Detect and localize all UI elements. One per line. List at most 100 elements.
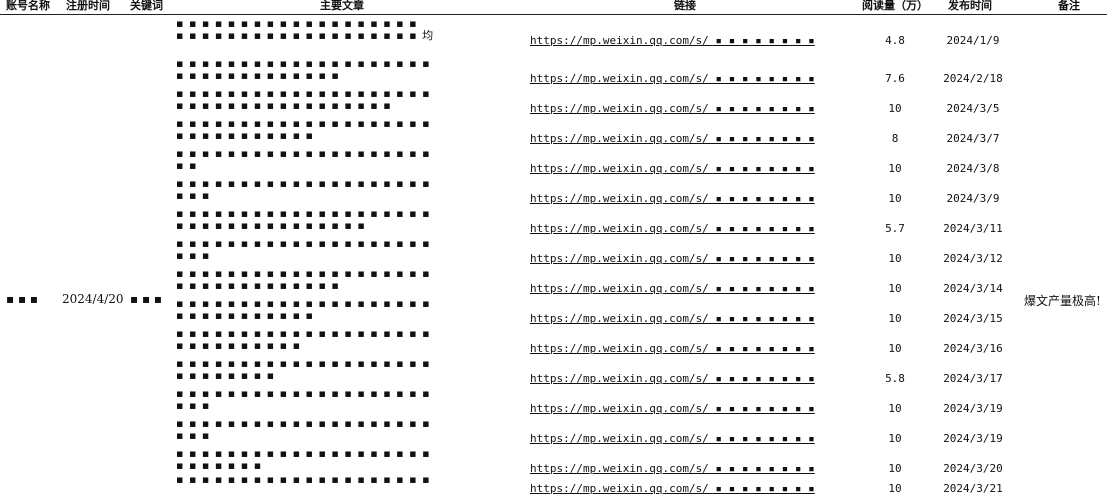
table-row: ▪ ▪ ▪ ▪ ▪ ▪ ▪ ▪ ▪ ▪ ▪ ▪ ▪ ▪ ▪ ▪ ▪ ▪ ▪ ▪ ▪… — [0, 268, 1107, 298]
article-title-line: ▪ ▪ ▪ ▪ ▪ ▪ ▪ ▪ ▪ ▪ ▪ ▪ ▪ — [176, 279, 340, 292]
article-link[interactable]: https://mp.weixin.qq.com/s/ ▪ ▪ ▪ ▪ ▪ ▪ … — [530, 72, 815, 85]
article-link[interactable]: https://mp.weixin.qq.com/s/ ▪ ▪ ▪ ▪ ▪ ▪ … — [530, 462, 815, 475]
article-title-cell: ▪ ▪ ▪ ▪ ▪ ▪ ▪ ▪ ▪ ▪ ▪ ▪ ▪ ▪ ▪ ▪ ▪ ▪ ▪ ▪ ▪… — [176, 58, 506, 88]
article-title-line: ▪ ▪ ▪ ▪ ▪ ▪ ▪ ▪ ▪ ▪ ▪ — [176, 129, 314, 142]
article-link[interactable]: https://mp.weixin.qq.com/s/ ▪ ▪ ▪ ▪ ▪ ▪ … — [530, 312, 815, 325]
header-keyword: 关键词 — [130, 0, 163, 12]
article-title-cell: ▪ ▪ ▪ ▪ ▪ ▪ ▪ ▪ ▪ ▪ ▪ ▪ ▪ ▪ ▪ ▪ ▪ ▪ ▪ ▪ ▪… — [176, 328, 506, 358]
article-title-cell: ▪ ▪ ▪ ▪ ▪ ▪ ▪ ▪ ▪ ▪ ▪ ▪ ▪ ▪ ▪ ▪ ▪ ▪ ▪ ▪ ▪… — [176, 88, 506, 118]
account-name-cell: ▪ ▪ ▪ — [6, 292, 39, 306]
table-row: ▪ ▪ ▪ ▪ ▪ ▪ ▪ ▪ ▪ ▪ ▪ ▪ ▪ ▪ ▪ ▪ ▪ ▪ ▪ ▪ ▪… — [0, 208, 1107, 238]
header-read-count: 阅读量（万） — [862, 0, 928, 12]
article-title-line: ▪ ▪ ▪ — [176, 249, 211, 262]
article-title-line: ▪ ▪ ▪ — [176, 399, 211, 412]
article-title-cell: ▪ ▪ ▪ ▪ ▪ ▪ ▪ ▪ ▪ ▪ ▪ ▪ ▪ ▪ ▪ ▪ ▪ ▪ ▪ ▪ ▪… — [176, 358, 506, 388]
article-title-line: ▪ ▪ ▪ — [176, 429, 211, 442]
table-row: ▪ ▪ ▪ ▪ ▪ ▪ ▪ ▪ ▪ ▪ ▪ ▪ ▪ ▪ ▪ ▪ ▪ ▪ ▪ ▪ ▪… — [0, 148, 1107, 178]
header-account-name: 账号名称 — [6, 0, 50, 12]
header-link: 链接 — [674, 0, 696, 12]
publish-date-cell: 2024/3/16 — [943, 342, 1003, 355]
article-title-line: ▪ ▪ ▪ ▪ ▪ ▪ ▪ ▪ ▪ ▪ ▪ ▪ ▪ ▪ ▪ ▪ ▪ ▪ ▪ ▪ — [176, 148, 431, 160]
publish-date-cell: 2024/3/15 — [943, 312, 1003, 325]
article-title-cell: ▪ ▪ ▪ ▪ ▪ ▪ ▪ ▪ ▪ ▪ ▪ ▪ ▪ ▪ ▪ ▪ ▪ ▪ ▪ ▪ ▪… — [176, 448, 506, 478]
publish-date-cell: 2024/3/20 — [943, 462, 1003, 475]
article-link[interactable]: https://mp.weixin.qq.com/s/ ▪ ▪ ▪ ▪ ▪ ▪ … — [530, 192, 815, 205]
article-title-cell: ▪ ▪ ▪ ▪ ▪ ▪ ▪ ▪ ▪ ▪ ▪ ▪ ▪ ▪ ▪ ▪ ▪ ▪ ▪ ▪ ▪… — [176, 418, 506, 448]
article-title-line: ▪ ▪ ▪ ▪ ▪ ▪ ▪ ▪ ▪ ▪ ▪ ▪ ▪ ▪ ▪ ▪ ▪ ▪ ▪ — [176, 18, 418, 30]
header-note: 备注 — [1058, 0, 1080, 12]
table-row: ▪ ▪ ▪ ▪ ▪ ▪ ▪ ▪ ▪ ▪ ▪ ▪ ▪ ▪ ▪ ▪ ▪ ▪ ▪ ▪ ▪… — [0, 328, 1107, 358]
article-link[interactable]: https://mp.weixin.qq.com/s/ ▪ ▪ ▪ ▪ ▪ ▪ … — [530, 372, 815, 385]
keyword-cell: ▪ ▪ ▪ — [130, 292, 163, 306]
table-row: ▪ ▪ ▪ ▪ ▪ ▪ ▪ ▪ ▪ ▪ ▪ ▪ ▪ ▪ ▪ ▪ ▪ ▪ ▪ ▪ ▪… — [0, 58, 1107, 88]
publish-date-cell: 2024/3/14 — [943, 282, 1003, 295]
article-title-line: ▪ ▪ ▪ ▪ ▪ ▪ ▪ ▪ ▪ ▪ ▪ ▪ ▪ ▪ ▪ ▪ ▪ ▪ ▪ ▪ — [176, 118, 431, 130]
article-link[interactable]: https://mp.weixin.qq.com/s/ ▪ ▪ ▪ ▪ ▪ ▪ … — [530, 34, 815, 47]
read-count-cell: 10 — [888, 162, 902, 175]
article-title-cell: ▪ ▪ ▪ ▪ ▪ ▪ ▪ ▪ ▪ ▪ ▪ ▪ ▪ ▪ ▪ ▪ ▪ ▪ ▪ ▪ ▪… — [176, 298, 506, 328]
article-title-line: ▪ ▪ ▪ ▪ ▪ ▪ ▪ ▪ ▪ ▪ ▪ ▪ ▪ ▪ ▪ ▪ ▪ ▪ ▪ ▪ — [176, 58, 431, 70]
article-link[interactable]: https://mp.weixin.qq.com/s/ ▪ ▪ ▪ ▪ ▪ ▪ … — [530, 282, 815, 295]
header-publish-date: 发布时间 — [948, 0, 992, 12]
article-link[interactable]: https://mp.weixin.qq.com/s/ ▪ ▪ ▪ ▪ ▪ ▪ … — [530, 402, 815, 415]
article-link[interactable]: https://mp.weixin.qq.com/s/ ▪ ▪ ▪ ▪ ▪ ▪ … — [530, 432, 815, 445]
article-title-line: ▪ ▪ — [176, 159, 198, 172]
read-count-cell: 5.7 — [885, 222, 905, 235]
table-row: ▪ ▪ ▪ ▪ ▪ ▪ ▪ ▪ ▪ ▪ ▪ ▪ ▪ ▪ ▪ ▪ ▪ ▪ ▪ ▪ ▪… — [0, 118, 1107, 148]
table-header: 账号名称 注册时间 关键词 主要文章 链接 阅读量（万） 发布时间 备注 — [0, 0, 1107, 15]
article-title-cell: ▪ ▪ ▪ ▪ ▪ ▪ ▪ ▪ ▪ ▪ ▪ ▪ ▪ ▪ ▪ ▪ ▪ ▪ ▪ ▪ ▪… — [176, 208, 506, 238]
article-title-cell: ▪ ▪ ▪ ▪ ▪ ▪ ▪ ▪ ▪ ▪ ▪ ▪ ▪ ▪ ▪ ▪ ▪ ▪ ▪ ▪ ▪… — [176, 388, 506, 418]
article-title-line: ▪ ▪ ▪ ▪ ▪ ▪ ▪ ▪ ▪ ▪ — [176, 339, 302, 352]
table-row: ▪ ▪ ▪ ▪ ▪ ▪ ▪ ▪ ▪ ▪ ▪ ▪ ▪ ▪ ▪ ▪ ▪ ▪ ▪ ▪ ▪… — [0, 388, 1107, 418]
publish-date-cell: 2024/3/8 — [946, 162, 1000, 175]
read-count-cell: 5.8 — [885, 372, 905, 385]
publish-date-cell: 2024/3/17 — [943, 372, 1003, 385]
table-row: ▪ ▪ ▪ ▪ ▪ ▪ ▪ ▪ ▪ ▪ ▪ ▪ ▪ ▪ ▪ ▪ ▪ ▪ ▪ ▪ ▪… — [0, 88, 1107, 118]
article-link[interactable]: https://mp.weixin.qq.com/s/ ▪ ▪ ▪ ▪ ▪ ▪ … — [530, 252, 815, 265]
article-title-line: ▪ ▪ ▪ ▪ ▪ ▪ ▪ ▪ ▪ ▪ ▪ ▪ ▪ ▪ ▪ ▪ ▪ ▪ ▪ ▪ — [176, 358, 431, 370]
article-title-line: ▪ ▪ ▪ ▪ ▪ ▪ ▪ ▪ ▪ ▪ ▪ ▪ ▪ ▪ ▪ ▪ ▪ ▪ ▪ ▪ — [176, 388, 431, 400]
article-title-cell: ▪ ▪ ▪ ▪ ▪ ▪ ▪ ▪ ▪ ▪ ▪ ▪ ▪ ▪ ▪ ▪ ▪ ▪ ▪ ▪ ▪… — [176, 178, 506, 208]
article-title-cell: ▪ ▪ ▪ ▪ ▪ ▪ ▪ ▪ ▪ ▪ ▪ ▪ ▪ ▪ ▪ ▪ ▪ ▪ ▪ ▪ ▪… — [176, 148, 506, 178]
table-row: ▪ ▪ ▪ ▪ ▪ ▪ ▪ ▪ ▪ ▪ ▪ ▪ ▪ ▪ ▪ ▪ ▪ ▪ ▪ ▪ ▪… — [0, 448, 1107, 478]
article-title-line: ▪ ▪ ▪ ▪ ▪ ▪ ▪ — [176, 459, 263, 472]
article-title-line: ▪ ▪ ▪ ▪ ▪ ▪ ▪ ▪ ▪ ▪ ▪ ▪ ▪ ▪ ▪ ▪ ▪ ▪ ▪ 均 — [176, 29, 435, 42]
publish-date-cell: 2024/3/19 — [943, 432, 1003, 445]
read-count-cell: 4.8 — [885, 34, 905, 47]
publish-date-cell: 2024/3/21 — [943, 482, 1003, 495]
article-title-line: ▪ ▪ ▪ ▪ ▪ ▪ ▪ ▪ ▪ ▪ ▪ — [176, 309, 314, 322]
table-row: ▪ ▪ ▪ ▪ ▪ ▪ ▪ ▪ ▪ ▪ ▪ ▪ ▪ ▪ ▪ ▪ ▪ ▪ ▪ ▪ ▪… — [0, 178, 1107, 208]
table-row: ▪ ▪ ▪ ▪ ▪ ▪ ▪ ▪ ▪ ▪ ▪ ▪ ▪ ▪ ▪ ▪ ▪ ▪ ▪ ▪ ▪… — [0, 358, 1107, 388]
article-title-line: ▪ ▪ ▪ ▪ ▪ ▪ ▪ ▪ ▪ ▪ ▪ ▪ ▪ ▪ ▪ ▪ ▪ ▪ ▪ ▪ — [176, 178, 431, 190]
article-link[interactable]: https://mp.weixin.qq.com/s/ ▪ ▪ ▪ ▪ ▪ ▪ … — [530, 102, 815, 115]
article-link[interactable]: https://mp.weixin.qq.com/s/ ▪ ▪ ▪ ▪ ▪ ▪ … — [530, 162, 815, 175]
article-link[interactable]: https://mp.weixin.qq.com/s/ ▪ ▪ ▪ ▪ ▪ ▪ … — [530, 132, 815, 145]
read-count-cell: 7.6 — [885, 72, 905, 85]
article-title-cell: ▪ ▪ ▪ ▪ ▪ ▪ ▪ ▪ ▪ ▪ ▪ ▪ ▪ ▪ ▪ ▪ ▪ ▪ ▪ ▪ ▪… — [176, 238, 506, 268]
article-title-line: ▪ ▪ ▪ ▪ ▪ ▪ ▪ ▪ ▪ ▪ ▪ ▪ ▪ ▪ ▪ ▪ ▪ ▪ ▪ ▪ — [176, 418, 431, 430]
publish-date-cell: 2024/3/9 — [946, 192, 1000, 205]
note-cell: 爆文产量极高! — [1024, 294, 1101, 308]
register-time-cell: 2024/4/20 — [62, 292, 124, 306]
read-count-cell: 10 — [888, 102, 902, 115]
article-title-line: ▪ ▪ ▪ ▪ ▪ ▪ ▪ ▪ ▪ ▪ ▪ ▪ ▪ ▪ ▪ — [176, 219, 366, 232]
table-row: ▪ ▪ ▪ ▪ ▪ ▪ ▪ ▪ ▪ ▪ ▪ ▪ ▪ ▪ ▪ ▪ ▪ ▪ ▪ ▪ ▪… — [0, 238, 1107, 268]
read-count-cell: 10 — [888, 432, 902, 445]
article-title-cell: ▪ ▪ ▪ ▪ ▪ ▪ ▪ ▪ ▪ ▪ ▪ ▪ ▪ ▪ ▪ ▪ ▪ ▪ ▪ ▪ ▪… — [176, 18, 506, 48]
article-title-line: ▪ ▪ ▪ ▪ ▪ ▪ ▪ ▪ ▪ ▪ ▪ ▪ ▪ ▪ ▪ ▪ ▪ — [176, 99, 392, 112]
article-title-line: ▪ ▪ ▪ ▪ ▪ ▪ ▪ ▪ ▪ ▪ ▪ ▪ ▪ — [176, 69, 340, 82]
publish-date-cell: 2024/3/19 — [943, 402, 1003, 415]
article-title-line: ▪ ▪ ▪ ▪ ▪ ▪ ▪ ▪ ▪ ▪ ▪ ▪ ▪ ▪ ▪ ▪ ▪ ▪ ▪ ▪ — [176, 238, 431, 250]
header-main-article: 主要文章 — [320, 0, 364, 12]
article-link[interactable]: https://mp.weixin.qq.com/s/ ▪ ▪ ▪ ▪ ▪ ▪ … — [530, 222, 815, 235]
publish-date-cell: 2024/1/9 — [946, 34, 1000, 47]
publish-date-cell: 2024/3/7 — [946, 132, 1000, 145]
article-title-line: ▪ ▪ ▪ ▪ ▪ ▪ ▪ ▪ ▪ ▪ ▪ ▪ ▪ ▪ ▪ ▪ ▪ ▪ ▪ ▪ — [176, 328, 431, 340]
table-row: ▪ ▪ ▪ ▪ ▪ ▪ ▪ ▪ ▪ ▪ ▪ ▪ ▪ ▪ ▪ ▪ ▪ ▪ ▪ ▪ ▪… — [0, 298, 1107, 328]
read-count-cell: 8 — [891, 132, 899, 145]
article-link[interactable]: https://mp.weixin.qq.com/s/ ▪ ▪ ▪ ▪ ▪ ▪ … — [530, 342, 815, 355]
article-title-line: ▪ ▪ ▪ — [176, 189, 211, 202]
article-link[interactable]: https://mp.weixin.qq.com/s/ ▪ ▪ ▪ ▪ ▪ ▪ … — [530, 482, 815, 495]
read-count-cell: 10 — [888, 482, 902, 495]
read-count-cell: 10 — [888, 462, 902, 475]
